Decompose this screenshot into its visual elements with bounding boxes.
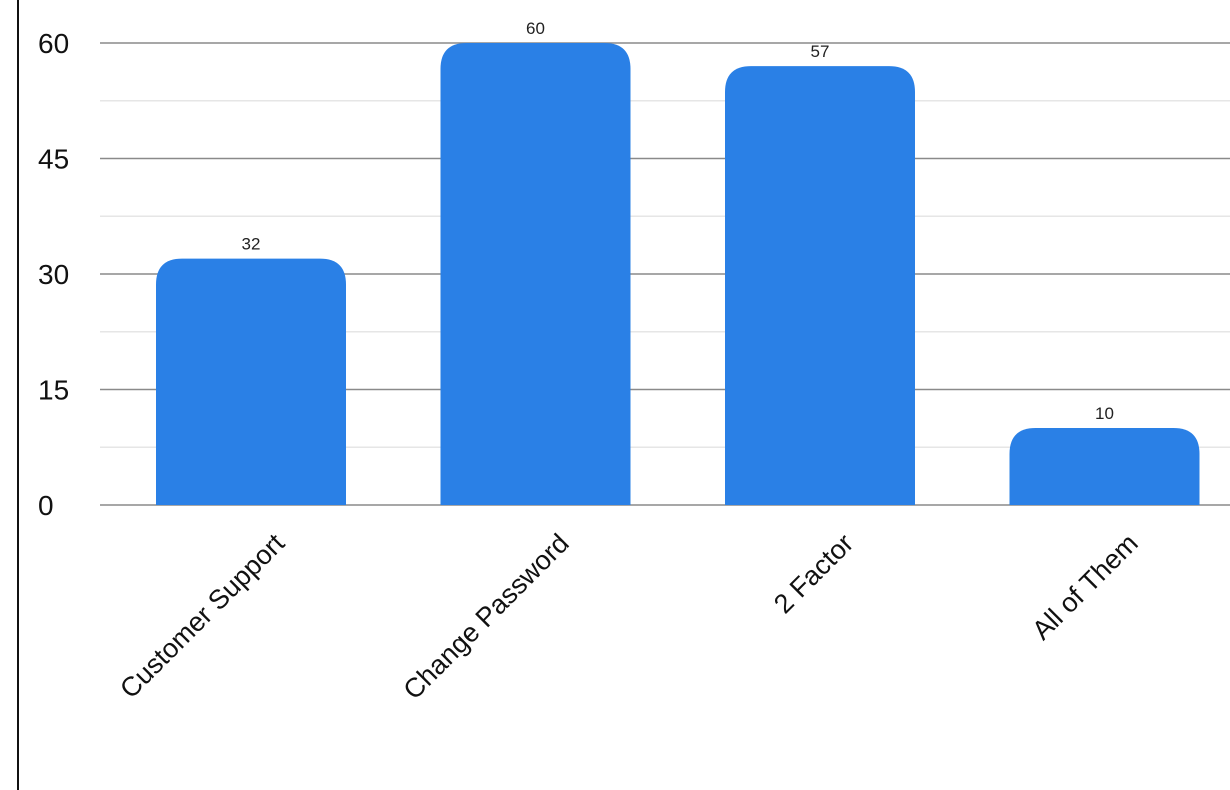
y-tick-label: 60 — [38, 28, 69, 59]
y-tick-labels: 0 15 30 45 60 — [38, 28, 69, 521]
bar-customer-support — [156, 258, 346, 505]
category-label: All of Them — [1026, 528, 1143, 645]
data-label: 32 — [242, 235, 261, 254]
data-label: 10 — [1095, 404, 1114, 423]
data-label: 60 — [526, 19, 545, 38]
category-label: Customer Support — [114, 528, 290, 704]
data-labels: 32 60 57 10 — [242, 19, 1114, 423]
y-tick-label: 45 — [38, 144, 69, 175]
y-tick-label: 15 — [38, 375, 69, 406]
data-label: 57 — [811, 42, 830, 61]
y-tick-label: 0 — [38, 490, 54, 521]
bar-all-of-them — [1009, 428, 1200, 505]
bars — [156, 43, 1200, 505]
category-labels: Customer Support Change Password 2 Factor A… — [114, 528, 1144, 706]
category-label: Change Password — [398, 528, 575, 705]
bar-change-password — [440, 43, 631, 505]
category-label: 2 Factor — [768, 528, 859, 619]
y-tick-label: 30 — [38, 259, 69, 290]
bar-2-factor — [725, 66, 915, 505]
